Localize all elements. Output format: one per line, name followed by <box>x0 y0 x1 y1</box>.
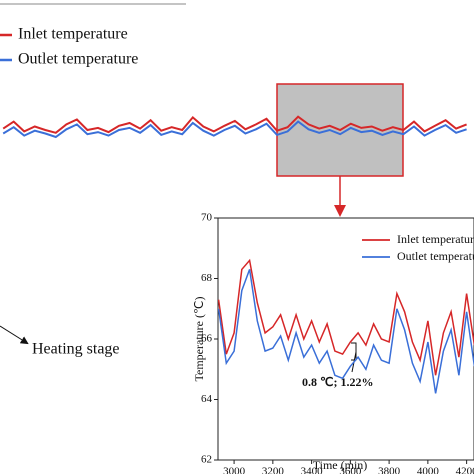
series-line <box>2 120 467 139</box>
inset-frame <box>217 217 474 461</box>
legend-label: Inlet temperature <box>18 26 128 43</box>
x-axis-title: Time (min) <box>313 458 368 472</box>
y-tick-label: 66 <box>201 333 213 345</box>
series-line <box>218 258 474 376</box>
x-tick-label: 3800 <box>378 466 401 474</box>
legend-label: Inlet temperature <box>397 232 474 246</box>
y-tick-label: 62 <box>201 454 212 466</box>
x-tick-label: 4200 <box>456 466 474 474</box>
inset-plot <box>218 258 474 394</box>
diff-label: 0.8 ℃; 1.22% <box>302 375 373 389</box>
series-line <box>2 115 467 134</box>
legend-label: Outlet temperature <box>18 51 138 68</box>
x-tick-label: 3000 <box>223 466 246 474</box>
x-tick-label: 3200 <box>262 466 285 474</box>
stage-arrow <box>0 325 29 345</box>
y-tick-label: 68 <box>201 272 213 284</box>
x-tick-label: 3400 <box>301 466 324 474</box>
y-axis-title: Temperature (℃) <box>192 297 206 382</box>
y-tick-label: 64 <box>201 393 213 405</box>
y-tick-label: 70 <box>201 212 213 224</box>
x-tick-label: 3600 <box>339 466 362 474</box>
legend-label: Outlet temperature <box>397 249 474 263</box>
main-plot <box>2 115 467 139</box>
stage-label: Heating stage <box>32 341 120 358</box>
x-tick-label: 4000 <box>417 466 440 474</box>
series-line <box>218 269 474 394</box>
